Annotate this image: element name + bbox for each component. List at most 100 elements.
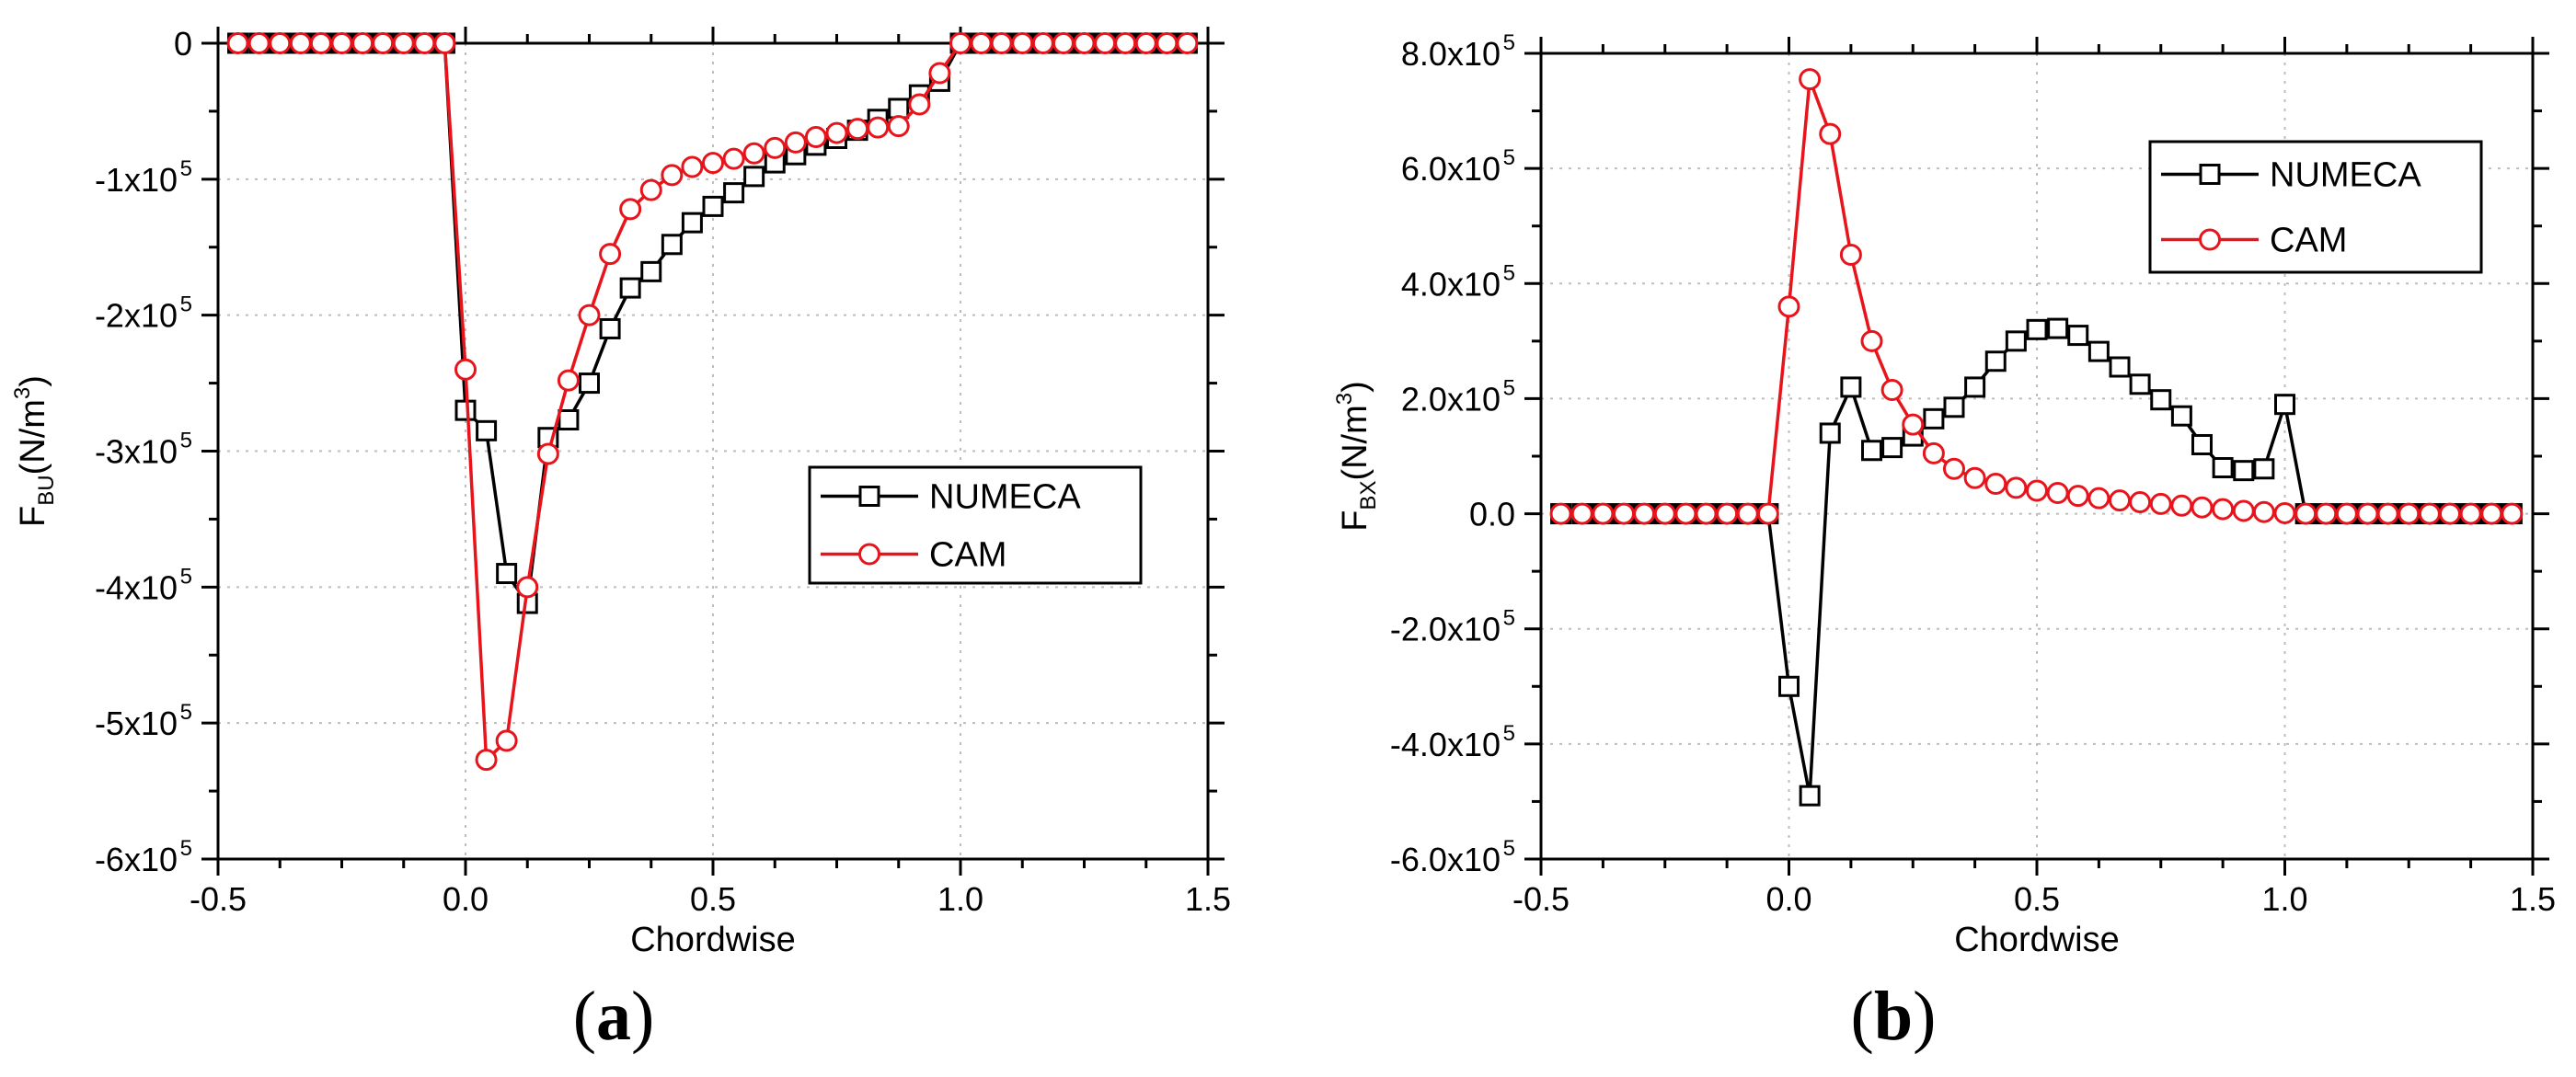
panel-label: (a) (573, 978, 655, 1055)
data-point-cam (887, 115, 910, 138)
data-point-cam (970, 32, 993, 54)
data-point-cam (2376, 502, 2399, 525)
data-point-cam (578, 304, 601, 327)
data-point-cam (1549, 502, 1572, 525)
data-point-numeca (2067, 325, 2089, 347)
y-tick-label: 8.0x10 (1401, 35, 1501, 73)
y-tick-exponent: 5 (180, 836, 192, 861)
data-point-cam (784, 131, 807, 154)
y-tick-label: 0.0 (1469, 496, 1515, 533)
data-point-cam (2232, 499, 2255, 522)
data-point-numeca (2212, 457, 2234, 479)
data-point-cam (2109, 489, 2132, 512)
data-point-cam (226, 32, 249, 54)
legend: NUMECA CAM (2148, 140, 2483, 274)
data-point-cam (1653, 502, 1676, 525)
data-point-cam (1094, 32, 1117, 54)
data-point-cam (1902, 413, 1925, 436)
data-point-cam (1570, 502, 1593, 525)
data-point-numeca (1840, 376, 1862, 398)
data-point-cam (1156, 32, 1179, 54)
data-point-numeca (496, 563, 518, 585)
legend-label: CAM (2270, 222, 2347, 260)
data-point-cam (1134, 32, 1157, 54)
data-point-cam (1984, 473, 2007, 496)
y-tick-exponent: 5 (180, 156, 192, 181)
data-point-numeca (723, 182, 745, 204)
data-point-cam (764, 136, 787, 159)
data-point-numeca (579, 372, 600, 395)
data-point-cam (495, 729, 518, 752)
data-point-cam (2398, 502, 2421, 525)
legend-label: CAM (929, 536, 1006, 575)
data-point-numeca (619, 277, 641, 299)
y-tick-exponent: 5 (1503, 836, 1515, 861)
data-point-cam (1695, 502, 1718, 525)
legend-marker (858, 543, 880, 566)
y-axis-label: FBU(N/m3) (10, 375, 59, 527)
data-point-cam (454, 358, 477, 381)
x-tick-label: 0.5 (2014, 880, 2060, 918)
data-point-cam (2294, 502, 2317, 525)
data-point-numeca (1964, 376, 1986, 398)
data-point-cam (1922, 441, 1945, 464)
data-point-numeca (1819, 422, 1841, 444)
data-point-cam (928, 62, 951, 85)
data-point-cam (990, 32, 1013, 54)
data-point-numeca (454, 399, 477, 421)
data-point-cam (661, 164, 684, 187)
x-tick-label: -0.5 (1512, 880, 1570, 918)
data-point-cam (289, 32, 312, 54)
data-point-cam (1736, 502, 1759, 525)
data-point-cam (908, 93, 931, 116)
data-point-cam (2129, 491, 2152, 514)
data-point-cam (2273, 501, 2296, 524)
data-point-cam (351, 32, 374, 54)
data-point-cam (1011, 32, 1034, 54)
data-point-cam (2087, 487, 2110, 510)
data-point-cam (2315, 502, 2338, 525)
data-point-cam (1073, 32, 1096, 54)
chart-panel-b: -0.5 0.0 0.5 1.0 1.58.0x10 56.0x10 54.0x10 52.0… (1332, 30, 2556, 1055)
legend-marker (2199, 164, 2221, 185)
legend-label: NUMECA (2270, 156, 2421, 195)
x-tick-label: 1.0 (2261, 880, 2307, 918)
data-point-numeca (2026, 318, 2048, 340)
data-point-cam (1756, 502, 1779, 525)
data-point-numeca (476, 419, 498, 441)
data-point-cam (309, 32, 332, 54)
data-point-cam (475, 749, 498, 772)
data-point-numeca (599, 317, 621, 339)
data-point-numeca (558, 408, 580, 430)
data-point-numeca (2087, 340, 2110, 362)
data-point-cam (516, 576, 539, 599)
x-tick-label: 0.0 (443, 880, 489, 918)
y-tick-exponent: 5 (1503, 30, 1515, 55)
y-tick-label: 4.0x10 (1401, 265, 1501, 303)
data-point-cam (599, 243, 622, 266)
y-tick-exponent: 5 (1503, 721, 1515, 746)
y-tick-label: -5x10 (95, 705, 178, 742)
legend-label: NUMECA (929, 478, 1081, 517)
data-point-cam (825, 121, 848, 144)
y-tick-exponent: 5 (180, 700, 192, 725)
data-point-numeca (2170, 405, 2192, 427)
data-point-cam (433, 32, 456, 54)
data-point-cam (742, 142, 765, 165)
data-point-cam (536, 442, 559, 465)
data-point-cam (2212, 498, 2235, 521)
data-point-numeca (1778, 675, 1800, 697)
data-point-cam (2480, 502, 2503, 525)
data-point-cam (619, 198, 642, 221)
data-point-numeca (1881, 437, 1903, 459)
y-tick-label: -2x10 (95, 297, 178, 335)
data-point-cam (1114, 32, 1137, 54)
data-point-cam (2005, 476, 2028, 499)
data-point-cam (2026, 479, 2048, 502)
data-point-cam (2191, 496, 2214, 519)
data-point-numeca (1923, 407, 1945, 430)
data-point-numeca (888, 97, 910, 120)
data-point-cam (867, 116, 890, 139)
data-point-cam (1799, 68, 1822, 91)
